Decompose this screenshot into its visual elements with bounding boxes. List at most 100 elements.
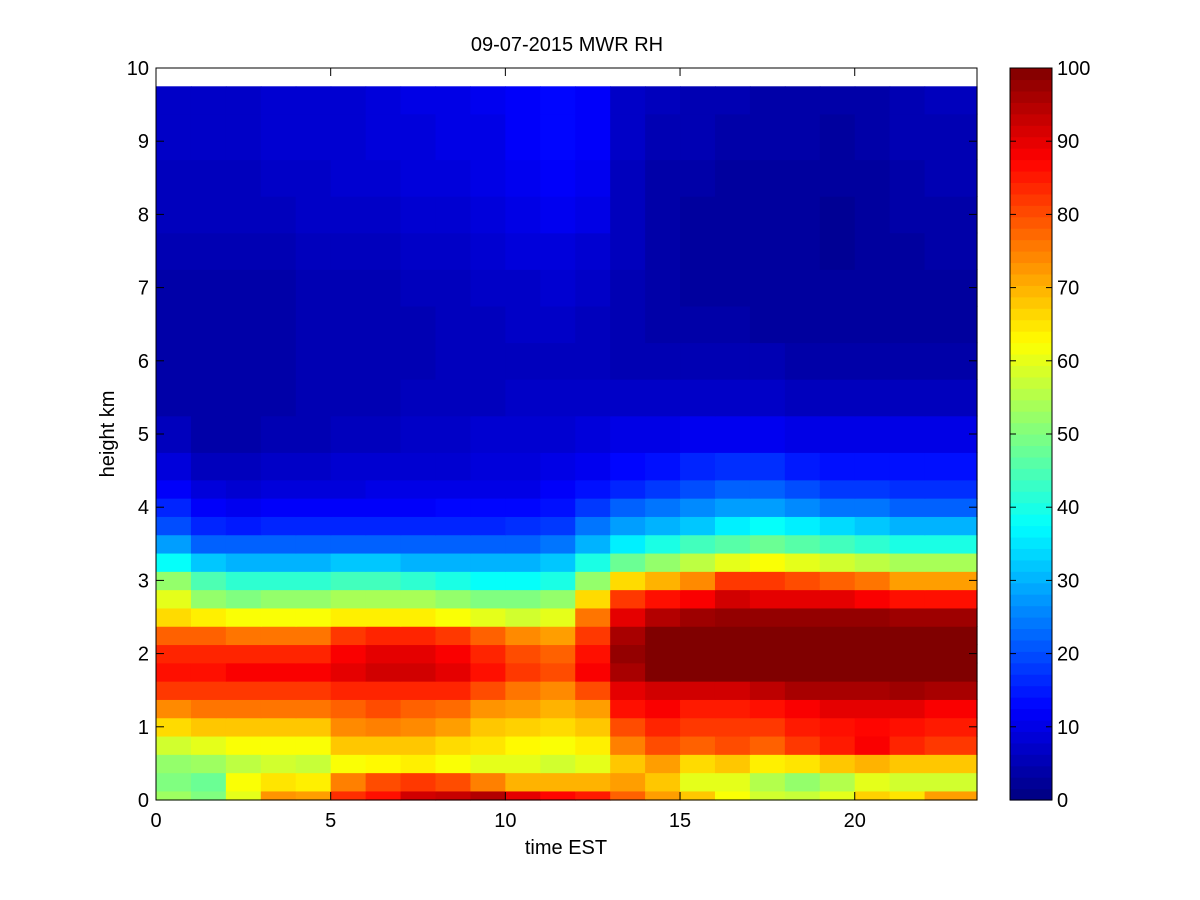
heatmap-cell (190, 232, 227, 270)
heatmap-cell (295, 452, 332, 481)
heatmap-cell (295, 552, 332, 572)
heatmap-cell (505, 269, 541, 307)
heatmap-cell (784, 589, 821, 609)
heatmap-cell (470, 717, 506, 737)
heatmap-cell (854, 534, 891, 554)
heatmap-cell (156, 498, 192, 517)
heatmap-cell (924, 516, 978, 536)
heatmap-cell (924, 607, 978, 627)
heatmap-cell (610, 717, 646, 737)
heatmap-cell (714, 232, 751, 270)
colorbar-segment (1010, 159, 1052, 172)
heatmap-cell (540, 534, 576, 554)
heatmap-cell (819, 644, 856, 664)
heatmap-cell (190, 498, 227, 517)
heatmap-cell (260, 269, 297, 307)
heatmap-cell (889, 735, 926, 755)
heatmap-cell (854, 415, 891, 453)
heatmap-cell (645, 86, 681, 115)
colorbar-segment (1010, 342, 1052, 355)
heatmap-cell (225, 626, 262, 646)
heatmap-cell (645, 626, 681, 646)
heatmap-cell (575, 86, 611, 115)
heatmap-cell (365, 589, 402, 609)
heatmap-cell (680, 662, 716, 682)
heatmap-cell (400, 498, 437, 517)
heatmap-cell (749, 607, 786, 627)
heatmap-cell (295, 159, 332, 197)
heatmap-cell (784, 305, 821, 344)
heatmap-cell (190, 552, 227, 572)
colorbar-segment (1010, 685, 1052, 698)
heatmap-cell (540, 159, 576, 197)
y-tick-label: 9 (138, 131, 149, 153)
heatmap-cell (854, 607, 891, 627)
colorbar-segment (1010, 399, 1052, 412)
heatmap-cell (190, 662, 227, 682)
heatmap-cell (505, 232, 541, 270)
heatmap-cell (190, 479, 227, 499)
heatmap-cell (470, 607, 506, 627)
heatmap-cell (575, 342, 611, 380)
heatmap-cell (156, 159, 192, 197)
heatmap-cell (365, 113, 402, 161)
colorbar-segment (1010, 731, 1052, 744)
heatmap-cell (260, 534, 297, 554)
heatmap-cell (330, 754, 367, 774)
heatmap-cell (854, 159, 891, 197)
heatmap-cell (330, 479, 367, 499)
heatmap-cell (225, 662, 262, 682)
y-tick-label: 2 (138, 644, 149, 666)
heatmap-cell (610, 305, 646, 344)
heatmap-cell (156, 644, 192, 664)
heatmap-cell (749, 790, 786, 801)
heatmap-cell (819, 607, 856, 627)
heatmap-cell (819, 379, 856, 417)
heatmap-cell (470, 699, 506, 719)
heatmap-cell (924, 232, 978, 270)
heatmap-cell (575, 662, 611, 682)
heatmap-cell (854, 644, 891, 664)
heatmap-cell (330, 626, 367, 646)
heatmap-cell (645, 644, 681, 664)
heatmap-cell (190, 626, 227, 646)
heatmap-cell (470, 754, 506, 774)
heatmap-cell (784, 452, 821, 481)
heatmap-cell (610, 516, 646, 536)
heatmap-cell (330, 644, 367, 664)
heatmap-cell (714, 516, 751, 536)
colorbar-segment (1010, 273, 1052, 286)
heatmap-cell (714, 342, 751, 380)
heatmap-cell (190, 534, 227, 554)
heatmap-cell (575, 626, 611, 646)
heatmap-cell (854, 717, 891, 737)
heatmap-cell (889, 379, 926, 417)
heatmap-cell (470, 232, 506, 270)
heatmap-cell (400, 589, 437, 609)
heatmap-cell (505, 626, 541, 646)
heatmap-cell (330, 571, 367, 591)
heatmap-cell (190, 681, 227, 700)
heatmap-cells (156, 86, 978, 801)
colorbar-segment (1010, 353, 1052, 366)
colorbar-segment (1010, 548, 1052, 561)
colorbar-segment (1010, 754, 1052, 767)
heatmap-cell (854, 571, 891, 591)
heatmap-cell (505, 754, 541, 774)
heatmap-cell (435, 196, 472, 234)
heatmap-cell (645, 681, 681, 700)
heatmap-cell (540, 452, 576, 481)
heatmap-cell (470, 113, 506, 161)
heatmap-cell (575, 552, 611, 572)
heatmap-cell (540, 305, 576, 344)
heatmap-cell (854, 552, 891, 572)
heatmap-cell (435, 607, 472, 627)
heatmap-cell (645, 479, 681, 499)
heatmap-cell (435, 681, 472, 700)
heatmap-cell (330, 589, 367, 609)
heatmap-cell (505, 662, 541, 682)
heatmap-cell (400, 681, 437, 700)
heatmap-cell (540, 607, 576, 627)
heatmap-cell (400, 516, 437, 536)
heatmap-cell (645, 452, 681, 481)
